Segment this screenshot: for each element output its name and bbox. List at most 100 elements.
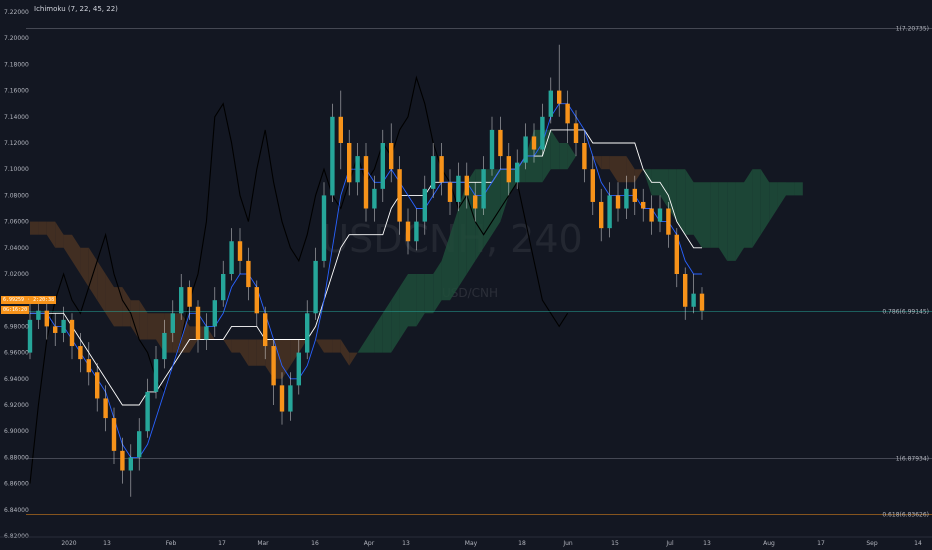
cloud-segment-bull (685, 169, 694, 235)
cloud-segment-bull (702, 182, 711, 248)
x-tick-label: Jul (665, 540, 674, 547)
cloud-segment-bear (55, 221, 64, 248)
candle-body (95, 372, 100, 399)
candle-body (506, 156, 511, 183)
x-tick-label: Feb (166, 540, 177, 547)
cloud-segment-bull (643, 169, 652, 196)
candle-body (473, 195, 478, 209)
time-axis[interactable]: 2020 13 Feb 17 Mar 16 Apr 13 May 18 Jun 15 Jul 13 Aug 1… (0, 536, 932, 547)
cloud-segment-bull (752, 169, 761, 248)
cloud-segment-bear (618, 156, 627, 183)
cloud-segment-bear (97, 260, 106, 314)
price-axis[interactable]: 7.22000 7.20000 7.18000 7.16000 7.14000 7.120… (4, 9, 29, 540)
x-tick-label: 13 (402, 540, 410, 547)
candle-body (540, 116, 545, 150)
candle-body (674, 234, 679, 274)
candle-body (120, 450, 125, 471)
cloud-segment-bull (366, 326, 375, 353)
candle-body (237, 241, 243, 261)
fibonacci-levels: 1(7.20735) 0.786(6.99145) 1(6.87934) 0.618(… (26, 26, 932, 519)
cloud-segment-bear (105, 274, 114, 327)
y-tick-label: 7.22000 (4, 9, 29, 16)
fib-level-label: 0.618(6.83626) (882, 512, 929, 519)
candle-body (263, 313, 268, 347)
candle-body (103, 398, 108, 419)
cloud-segment-bear (63, 234, 72, 261)
x-tick-label: 13 (103, 540, 111, 547)
candle-body (254, 287, 259, 314)
cloud-segment-bull (769, 182, 778, 222)
cloud-segment-bull (441, 234, 450, 301)
indicator-legend[interactable]: Ichimoku (7, 22, 45, 22) (34, 5, 118, 13)
cloud-segment-bull (760, 169, 770, 235)
x-tick-label: Jun (562, 540, 573, 547)
candle-body (153, 359, 159, 392)
cloud-segment-bear (626, 156, 635, 183)
candle-body (489, 129, 495, 170)
y-tick-label: 7.12000 (4, 140, 29, 147)
cloud-segment-bull (550, 129, 560, 170)
candle-body (271, 346, 276, 386)
candle-body (405, 221, 411, 242)
y-tick-label: 7.08000 (4, 192, 29, 199)
x-tick-label: Sep (866, 540, 878, 547)
candle-body (86, 359, 91, 373)
candle-body (632, 188, 637, 202)
y-tick-label: 6.92000 (4, 402, 29, 409)
candle-body (279, 385, 285, 412)
cloud-segment-bull (786, 182, 795, 196)
candle-body (204, 326, 209, 340)
ichimoku-cloud (30, 129, 803, 379)
cloud-segment-bull (567, 143, 576, 170)
candle-body (78, 346, 83, 360)
candle-body (666, 208, 671, 235)
candle-body (128, 457, 133, 471)
candle-body (229, 241, 234, 274)
candle-body (347, 143, 352, 183)
x-tick-label: Apr (364, 540, 375, 547)
candle-body (246, 260, 251, 288)
candle-body (599, 201, 604, 229)
cloud-segment-bear (601, 156, 610, 170)
y-tick-label: 6.90000 (4, 428, 29, 435)
cloud-segment-bear (46, 221, 56, 248)
candle-body (699, 293, 705, 311)
cloud-segment-bear (231, 339, 240, 353)
cloud-segment-bear (634, 169, 644, 183)
cloud-segment-bear (72, 234, 81, 274)
candle-body (27, 319, 33, 353)
y-tick-label: 7.20000 (4, 35, 29, 42)
cloud-segment-bear (80, 247, 89, 288)
cloud-segment-bull (676, 169, 686, 235)
candle-body (145, 391, 150, 432)
cloud-segment-bull (693, 182, 702, 248)
candle-body (548, 90, 553, 117)
y-tick-label: 6.84000 (4, 507, 29, 514)
candle-body (179, 287, 184, 314)
candle-body (531, 136, 537, 150)
x-tick-label: 17 (817, 540, 825, 547)
candle-body (439, 156, 444, 183)
x-tick-label: 16 (311, 540, 319, 547)
cloud-segment-bear (139, 300, 148, 340)
fib-level-label: 1(6.87934) (896, 455, 929, 462)
x-tick-label: 15 (611, 540, 619, 547)
candle-body (683, 274, 688, 307)
y-tick-label: 6.96000 (4, 350, 29, 357)
candle-body (615, 195, 621, 209)
candle-body (305, 313, 310, 353)
candle-body (36, 310, 41, 320)
candle-body (481, 169, 486, 209)
cloud-segment-bear (609, 156, 618, 183)
cloud-segment-bull (735, 182, 744, 261)
y-tick-label: 6.88000 (4, 454, 29, 461)
cloud-segment-bear (332, 339, 341, 353)
candle-body (162, 332, 167, 360)
candle-body (523, 136, 528, 163)
candle-body (397, 169, 402, 222)
cloud-segment-bear (38, 221, 47, 235)
cloud-segment-bear (147, 313, 156, 340)
x-tick-label: 2020 (61, 540, 76, 547)
